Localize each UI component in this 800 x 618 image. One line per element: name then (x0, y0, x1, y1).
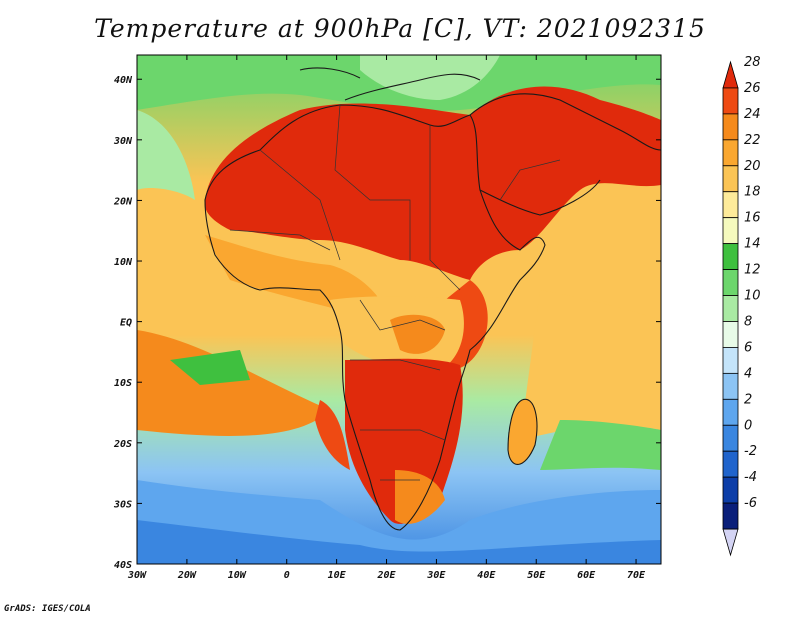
colorbar-label: 20 (744, 159, 761, 174)
colorbar-label: 16 (744, 211, 761, 226)
colorbar-segment (722, 424, 739, 452)
colorbar-label: 12 (744, 263, 761, 278)
lat-label: 40S (114, 560, 132, 571)
lon-label: 30W (127, 570, 147, 581)
lon-label: 70E (627, 570, 646, 581)
lat-label: 10N (114, 257, 133, 268)
lat-label: 40N (114, 75, 133, 86)
colorbar-label: 4 (744, 366, 752, 381)
coastlines (204, 67, 661, 531)
colorbar-label: 26 (744, 81, 761, 96)
latitude-axis: 40N 30N 20N 10N EQ 10S 20S 30S 40S (113, 75, 661, 571)
temperature-field (137, 55, 661, 564)
lon-label: 20W (177, 570, 197, 581)
colorbar-label: 18 (744, 185, 761, 200)
colorbar-label: -4 (744, 470, 757, 485)
lon-label: 0 (284, 570, 290, 581)
lon-label: 20E (376, 570, 396, 581)
colorbar-label: 28 (744, 55, 761, 70)
colorbar-label: 10 (744, 289, 761, 304)
colorbar-segment (722, 191, 739, 219)
credit-text: GrADS: IGES/COLA (4, 604, 91, 614)
colorbar-segment (722, 372, 739, 400)
lat-label: EQ (120, 318, 132, 329)
colorbar-segment (722, 321, 739, 348)
colorbar-segment (722, 217, 739, 245)
colorbar-label: 14 (744, 237, 761, 252)
colorbar-segment (722, 450, 739, 478)
map-frame (136, 54, 662, 565)
colorbar-label: 22 (744, 133, 761, 148)
lon-label: 60E (577, 570, 596, 581)
colorbar-segment (722, 502, 739, 530)
colorbar-segment (722, 347, 739, 374)
lat-label: 20S (113, 439, 132, 450)
colorbar-label: 24 (744, 107, 761, 122)
lon-label: 50E (527, 570, 546, 581)
lon-label: 10E (328, 570, 347, 581)
colorbar-segment (722, 476, 739, 504)
lat-label: 30S (113, 499, 132, 510)
colorbar-label: 2 (744, 392, 752, 407)
colorbar-segment (722, 87, 739, 115)
colorbar-segment (722, 398, 739, 426)
colorbar-label: 6 (744, 340, 752, 355)
colorbar-segment (722, 528, 739, 557)
colorbar-segment (722, 139, 739, 167)
lon-label: 30E (426, 570, 446, 581)
lat-label: 20N (113, 196, 133, 207)
colorbar-label: -6 (744, 496, 757, 511)
colorbar-segment (722, 243, 739, 270)
colorbar-segment (722, 295, 739, 322)
colorbar-segment (722, 113, 739, 141)
colorbar-label: -2 (744, 444, 757, 459)
lon-label: 40E (477, 570, 496, 581)
lat-label: 10S (114, 378, 132, 389)
colorbar-label: 0 (744, 418, 752, 433)
map-title: Temperature at 900hPa [C], VT: 202109231… (94, 14, 706, 43)
colorbar-segment (722, 165, 739, 193)
country-borders (229, 104, 561, 481)
colorbar-segment (722, 269, 739, 296)
lon-label: 10W (228, 570, 247, 581)
lat-label: 30N (113, 136, 133, 147)
longitude-axis: 30W 20W 10W 0 10E 20E 30E 40E 50E 60E 70E (127, 55, 646, 581)
colorbar-segment (722, 60, 739, 89)
colorbar-label: 8 (744, 314, 752, 329)
